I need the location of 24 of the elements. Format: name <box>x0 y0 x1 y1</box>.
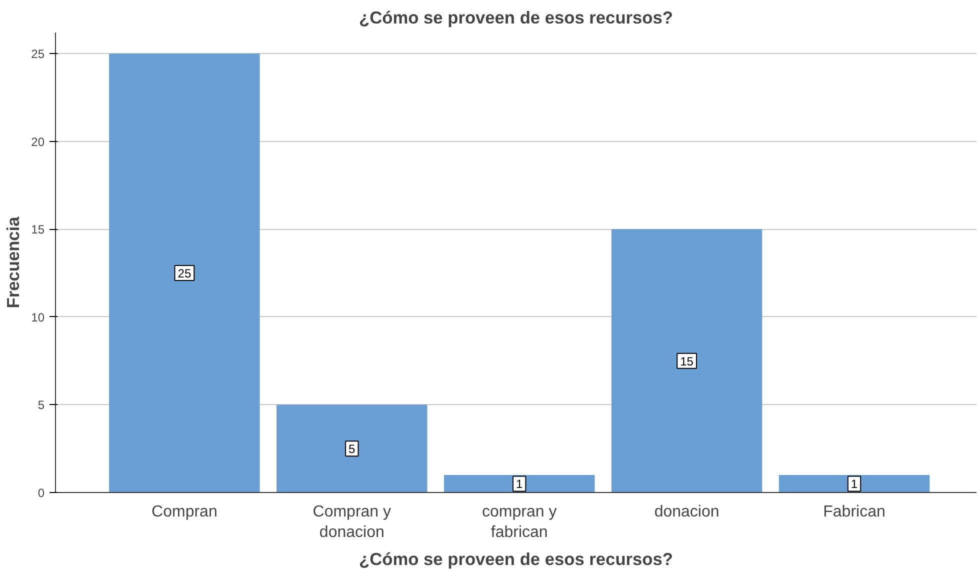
y-axis-title: Frecuencia <box>3 216 24 308</box>
bar <box>444 474 595 492</box>
y-tick-label: 15 <box>31 222 45 237</box>
y-tick-label: 25 <box>31 47 45 62</box>
bar <box>778 474 930 492</box>
bar <box>611 229 762 492</box>
x-axis-title: ¿Cómo se proveen de esos recursos? <box>359 548 673 569</box>
x-tick-label: Compran y donacion <box>312 504 392 541</box>
y-tick-label: 10 <box>31 310 45 324</box>
x-tick-label: donacion <box>654 504 720 520</box>
data-label: 1 <box>516 477 524 492</box>
data-label: 15 <box>680 354 694 368</box>
chart-title: ¿Cómo se proveen de esos recursos? <box>359 8 673 28</box>
y-tick-label: 20 <box>31 134 45 149</box>
bar <box>109 54 260 492</box>
data-label: 5 <box>348 442 356 456</box>
y-tick-label: 5 <box>38 398 45 412</box>
data-label: 25 <box>178 266 192 281</box>
x-tick-label: Fabrican <box>823 504 886 520</box>
x-tick-label: Compran <box>152 504 218 520</box>
data-label: 1 <box>850 477 858 492</box>
y-tick-label: 0 <box>38 486 45 500</box>
bar <box>276 404 428 492</box>
x-tick-label: compran y fabrican <box>482 504 557 541</box>
